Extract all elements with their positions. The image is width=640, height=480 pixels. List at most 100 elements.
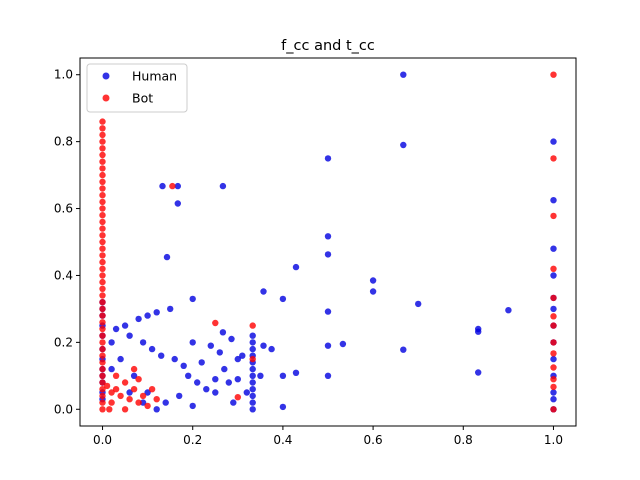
data-point bbox=[249, 392, 256, 400]
data-point bbox=[108, 365, 115, 373]
data-point bbox=[194, 379, 201, 386]
data-point bbox=[475, 328, 482, 335]
data-point bbox=[550, 197, 557, 204]
data-point bbox=[243, 389, 250, 396]
data-point bbox=[162, 399, 169, 406]
data-point bbox=[99, 238, 106, 246]
y-tick-label: 0.0 bbox=[54, 402, 73, 416]
data-point bbox=[121, 379, 129, 386]
data-point bbox=[99, 171, 106, 179]
data-point bbox=[249, 399, 256, 406]
y-tick-label: 0.8 bbox=[54, 135, 73, 149]
data-point bbox=[158, 352, 165, 359]
data-point bbox=[130, 365, 138, 373]
data-point bbox=[475, 369, 482, 376]
data-point bbox=[550, 355, 557, 363]
data-point bbox=[130, 372, 138, 379]
data-point bbox=[189, 339, 196, 346]
data-point bbox=[550, 313, 557, 320]
data-point bbox=[324, 372, 332, 379]
data-point bbox=[369, 277, 377, 284]
data-point bbox=[99, 138, 106, 145]
data-point bbox=[550, 305, 557, 313]
data-point bbox=[249, 365, 256, 373]
data-point bbox=[99, 365, 106, 373]
data-point bbox=[99, 292, 106, 299]
data-point bbox=[292, 263, 300, 271]
legend: Human Bot bbox=[86, 63, 188, 113]
data-point bbox=[219, 329, 227, 336]
data-point bbox=[279, 403, 287, 411]
data-point bbox=[108, 339, 115, 346]
data-point bbox=[550, 212, 557, 220]
data-point bbox=[112, 325, 120, 333]
data-point bbox=[99, 145, 106, 152]
data-point bbox=[324, 342, 332, 349]
data-point bbox=[99, 299, 106, 306]
data-point bbox=[212, 376, 219, 383]
data-point bbox=[171, 355, 178, 363]
data-point bbox=[415, 300, 422, 308]
data-point bbox=[279, 372, 287, 379]
legend-label-human: Human bbox=[132, 69, 177, 84]
data-point bbox=[550, 376, 557, 383]
data-point bbox=[121, 322, 129, 329]
data-point bbox=[550, 71, 557, 78]
data-point bbox=[135, 315, 142, 323]
x-tick-label: 1.0 bbox=[544, 433, 563, 447]
data-point bbox=[550, 322, 557, 329]
data-point bbox=[249, 339, 256, 346]
data-point bbox=[99, 218, 106, 226]
data-point bbox=[121, 406, 129, 413]
x-axis: 0.0 0.2 0.4 0.6 0.8 1.0 bbox=[93, 426, 563, 447]
plot-points bbox=[99, 71, 557, 413]
data-point bbox=[212, 319, 219, 327]
data-point bbox=[99, 332, 106, 339]
data-point bbox=[400, 71, 407, 78]
data-point bbox=[99, 406, 106, 413]
x-tick-label: 0.2 bbox=[183, 433, 202, 447]
y-tick-label: 0.2 bbox=[54, 335, 73, 349]
axes-frame bbox=[79, 57, 577, 427]
data-point bbox=[550, 265, 557, 272]
data-point bbox=[550, 272, 557, 279]
data-point bbox=[339, 340, 347, 348]
data-point bbox=[139, 339, 147, 346]
data-point bbox=[99, 205, 106, 212]
data-point bbox=[148, 386, 156, 393]
data-point bbox=[400, 346, 407, 353]
data-point bbox=[230, 399, 237, 406]
data-point bbox=[159, 182, 166, 190]
data-point bbox=[126, 389, 133, 396]
data-point bbox=[292, 369, 300, 376]
legend-marker-bot bbox=[102, 94, 110, 102]
data-point bbox=[99, 372, 106, 379]
data-point bbox=[324, 251, 332, 258]
x-tick-label: 0.0 bbox=[93, 433, 112, 447]
data-point bbox=[228, 335, 235, 343]
data-point bbox=[198, 359, 205, 366]
data-point bbox=[249, 332, 256, 339]
data-point bbox=[550, 396, 557, 403]
series-bot bbox=[99, 71, 557, 413]
data-point bbox=[550, 245, 557, 252]
data-point bbox=[99, 258, 106, 266]
data-point bbox=[369, 288, 377, 295]
data-point bbox=[103, 382, 111, 390]
data-point bbox=[99, 232, 106, 239]
data-point bbox=[99, 386, 106, 393]
data-point bbox=[135, 376, 142, 383]
data-point bbox=[117, 355, 124, 363]
chart-title: f_cc and t_cc bbox=[281, 38, 375, 54]
data-point bbox=[221, 365, 228, 373]
data-point bbox=[268, 345, 275, 353]
data-point bbox=[234, 394, 241, 401]
data-point bbox=[153, 309, 160, 316]
data-point bbox=[139, 392, 147, 400]
data-point bbox=[189, 295, 196, 303]
data-point bbox=[99, 192, 106, 199]
data-point bbox=[249, 322, 256, 329]
data-point bbox=[126, 332, 133, 339]
data-point bbox=[249, 372, 256, 379]
